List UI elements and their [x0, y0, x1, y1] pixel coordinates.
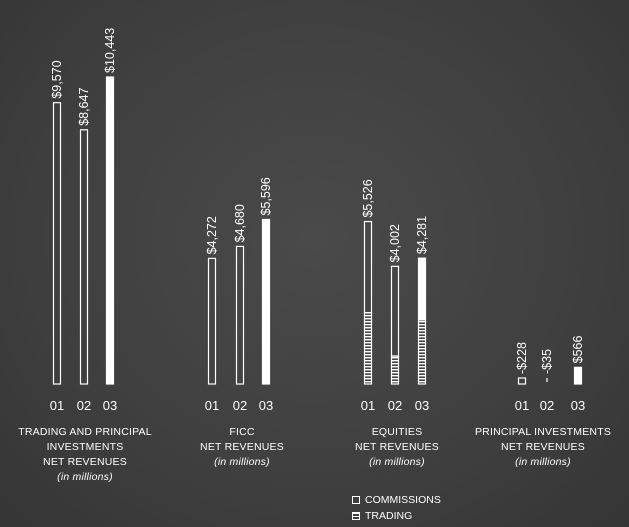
- caption-line: FICC: [229, 426, 255, 438]
- caption-line: PRINCIPAL INVESTMENTS: [474, 426, 612, 438]
- caption-subtitle: (in millions): [515, 456, 571, 468]
- chart-group-principal-investments: -$228 01 -$35 02 $566 03: [515, 336, 585, 413]
- caption-ficc: FICC NET REVENUES (in millions): [157, 425, 327, 470]
- category-label: 01: [205, 398, 219, 413]
- caption-trading-principal: TRADING AND PRINCIPAL INVESTMENTS NET RE…: [0, 425, 170, 485]
- category-label: 02: [233, 398, 247, 413]
- caption-line: EQUITIES: [371, 426, 423, 438]
- category-label: 01: [361, 398, 375, 413]
- value-label: $4,680: [233, 204, 247, 242]
- legend: COMMISSIONS TRADING: [352, 492, 441, 524]
- bar-commissions: [363, 220, 373, 314]
- value-label: $4,002: [388, 224, 402, 262]
- caption-subtitle: (in millions): [369, 456, 425, 468]
- category-label: 03: [571, 398, 585, 413]
- category-label: 03: [259, 398, 273, 413]
- category-label: 03: [415, 398, 429, 413]
- value-label: $8,647: [77, 88, 91, 126]
- caption-line: INVESTMENTS: [46, 441, 124, 453]
- caption-subtitle: (in millions): [57, 471, 113, 483]
- legend-item-commissions: COMMISSIONS: [352, 492, 441, 508]
- trading-swatch-icon: [352, 512, 360, 520]
- legend-item-trading: TRADING: [352, 508, 441, 524]
- bar-commissions: [417, 257, 427, 321]
- category-label: 02: [388, 398, 402, 413]
- value-label: $4,281: [415, 216, 429, 254]
- category-label: 01: [50, 398, 64, 413]
- caption-line: NET REVENUES: [501, 441, 585, 453]
- category-label: 01: [515, 398, 529, 413]
- bar-trading: [417, 319, 427, 385]
- chart-group-ficc: $4,272 01 $4,680 02 $5,596 03: [205, 177, 273, 413]
- bar: [79, 129, 89, 385]
- caption-line: TRADING AND PRINCIPAL: [18, 426, 152, 438]
- caption-line: NET REVENUES: [43, 456, 127, 468]
- bar: [573, 366, 583, 385]
- caption-line: NET REVENUES: [355, 441, 439, 453]
- commissions-swatch-icon: [352, 496, 360, 504]
- value-label: $5,526: [361, 179, 375, 217]
- bar-trading: [390, 355, 400, 385]
- bar: [261, 218, 271, 385]
- bar-commissions: [390, 265, 400, 357]
- value-label: $566: [571, 336, 585, 364]
- legend-label: COMMISSIONS: [365, 494, 441, 506]
- category-label: 02: [540, 398, 554, 413]
- bar-trading: [363, 312, 373, 385]
- bar: [52, 102, 62, 385]
- bar: [105, 76, 115, 385]
- caption-line: NET REVENUES: [200, 441, 284, 453]
- bar: [235, 245, 245, 385]
- chart-group-equities: $5,526 01 $4,002 02 $4,281 03: [361, 179, 429, 413]
- chart-group-trading-principal: $9,570 01 $8,647 02 $10,443 03: [50, 28, 117, 413]
- category-label: 03: [103, 398, 117, 413]
- caption-principal-investments: PRINCIPAL INVESTMENTS NET REVENUES (in m…: [458, 425, 628, 470]
- caption-subtitle: (in millions): [214, 456, 270, 468]
- value-label: $5,596: [259, 177, 273, 215]
- caption-equities: EQUITIES NET REVENUES (in millions): [312, 425, 482, 470]
- value-label: -$228: [515, 342, 529, 374]
- category-label: 02: [77, 398, 91, 413]
- value-label: $9,570: [50, 60, 64, 98]
- bar: [207, 257, 217, 385]
- value-label: -$35: [540, 349, 554, 374]
- value-label: $4,272: [205, 216, 219, 254]
- value-label: $10,443: [103, 28, 117, 73]
- legend-label: TRADING: [365, 510, 413, 522]
- bar: [517, 377, 527, 385]
